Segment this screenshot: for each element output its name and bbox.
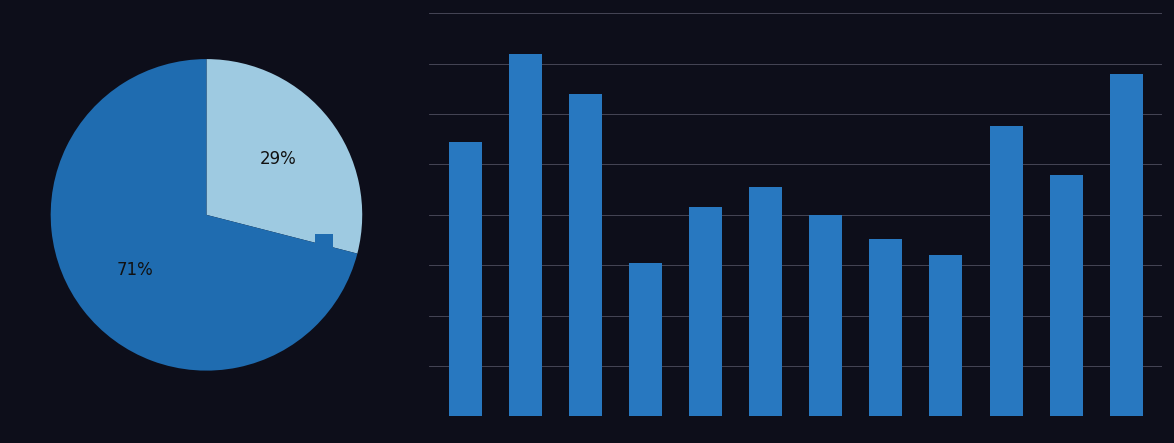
Bar — [749, 187, 782, 416]
Bar — [990, 126, 1023, 416]
Bar — [569, 94, 602, 416]
Bar — [809, 215, 842, 416]
Bar — [930, 255, 963, 416]
Bar — [1109, 74, 1142, 416]
Bar — [316, 234, 333, 261]
Text: 71%: 71% — [116, 261, 154, 279]
Bar — [448, 142, 481, 416]
Bar — [316, 156, 333, 184]
Bar — [508, 54, 542, 416]
Bar — [869, 239, 903, 416]
Bar — [1050, 175, 1082, 416]
Text: 29%: 29% — [259, 151, 296, 168]
Bar — [629, 263, 662, 416]
Bar — [689, 207, 722, 416]
Wedge shape — [207, 59, 363, 253]
Wedge shape — [50, 59, 357, 371]
